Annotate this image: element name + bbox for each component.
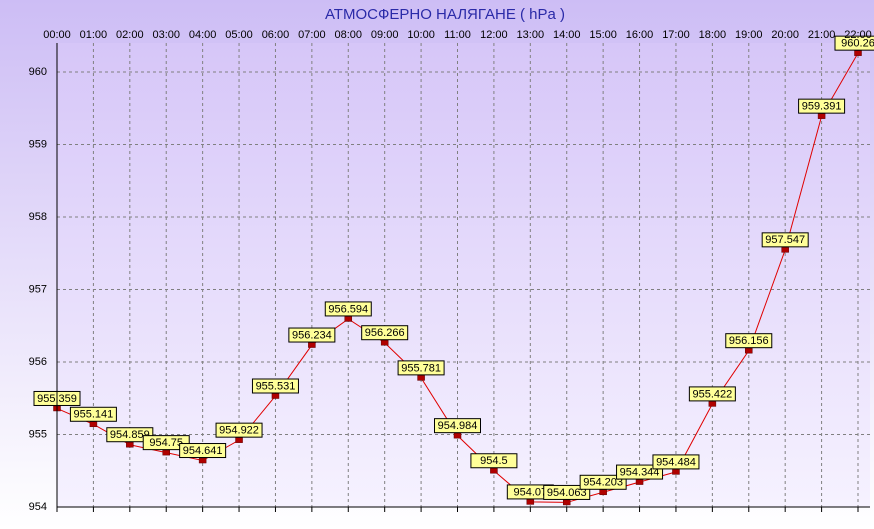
x-tick-label: 02:00 [116, 29, 144, 41]
x-tick-label: 03:00 [152, 29, 180, 41]
x-tick-label: 12:00 [480, 29, 508, 41]
point-marker [562, 499, 571, 506]
x-tick-label: 05:00 [225, 29, 253, 41]
data-label-box [215, 422, 263, 438]
x-tick-label: 01:00 [80, 29, 108, 41]
x-tick-label: 13:00 [517, 29, 545, 41]
y-tick-label: 960 [29, 66, 47, 78]
x-tick-label: 18:00 [699, 29, 727, 41]
data-label-box [288, 327, 336, 343]
y-tick-label: 955 [29, 428, 47, 440]
data-label-box [834, 35, 874, 51]
x-tick-label: 20:00 [771, 29, 799, 41]
data-label: 954.063 [547, 487, 587, 499]
point-marker [490, 468, 498, 474]
data-label-box [579, 474, 627, 490]
data-label: 954.922 [219, 425, 259, 437]
y-tick-label: 956 [29, 356, 47, 368]
data-label: 957.547 [765, 234, 805, 246]
x-tick-label: 21:00 [808, 29, 836, 41]
y-tick-label: 954 [29, 501, 47, 513]
data-label-box [616, 464, 664, 480]
data-label: 955.781 [401, 362, 441, 374]
x-tick-label: 19:00 [735, 29, 763, 41]
chart-title: АТМОСФЕРНО НАЛЯГАНЕ ( hPa ) [325, 6, 565, 23]
data-label: 955.531 [256, 380, 296, 392]
x-tick-label: 16:00 [626, 29, 654, 41]
x-tick-label: 04:00 [189, 29, 217, 41]
y-tick-label: 959 [29, 138, 47, 150]
data-label-box [142, 435, 190, 451]
data-label: 954.75 [149, 437, 183, 449]
data-label-box [434, 418, 481, 434]
point-marker [344, 316, 353, 322]
x-tick-label: 00:00 [43, 29, 71, 41]
point-marker [672, 469, 680, 475]
data-label-box [324, 301, 372, 317]
data-label: 954.344 [620, 466, 660, 478]
x-tick-label: 11:00 [444, 29, 471, 41]
x-tick-label: 15:00 [589, 29, 617, 41]
x-tick-label: 06:00 [262, 29, 290, 41]
data-label: 959.391 [802, 101, 842, 113]
data-label-box [69, 406, 117, 422]
point-marker [198, 457, 207, 464]
x-tick-label: 17:00 [662, 29, 690, 41]
point-marker [89, 421, 98, 428]
data-label-box [543, 484, 591, 500]
data-label-box [725, 333, 773, 349]
point-marker [453, 432, 462, 439]
data-label: 954.984 [438, 420, 478, 432]
data-label: 955.141 [74, 409, 114, 421]
point-marker [126, 441, 134, 448]
data-label-box [361, 325, 409, 341]
point-marker [526, 499, 535, 505]
marks: 955.359955.141954.859954.75954.641954.92… [33, 35, 874, 506]
point-marker [817, 113, 826, 119]
point-marker [235, 437, 243, 443]
x-tick-label: 10:00 [407, 29, 435, 41]
x-tick-label: 07:00 [298, 29, 326, 41]
y-tick-label: 958 [29, 211, 47, 223]
data-label-box [798, 98, 846, 114]
data-label-box [688, 386, 736, 402]
data-label: 954.859 [110, 429, 150, 441]
point-marker [599, 489, 607, 496]
point-marker [417, 375, 425, 381]
grid [57, 43, 870, 508]
data-label: 954.5 [480, 455, 508, 467]
data-label-box [761, 232, 809, 248]
data-label: 954.07 [513, 486, 547, 498]
x-tick-label: 22:00 [844, 29, 872, 41]
point-marker [162, 449, 170, 456]
point-marker [308, 342, 316, 348]
point-marker [708, 401, 717, 407]
data-label: 956.234 [292, 329, 332, 341]
point-marker [635, 479, 644, 485]
x-tick-label: 14:00 [553, 29, 581, 41]
point-marker [745, 347, 753, 354]
x-tick-label: 08:00 [335, 29, 363, 41]
x-tick-label: 09:00 [371, 29, 399, 41]
data-label-box [652, 454, 700, 470]
data-label: 954.203 [583, 477, 623, 489]
data-label: 956.156 [729, 335, 769, 347]
data-label-box [106, 427, 154, 443]
data-label: 955.422 [692, 388, 732, 400]
point-marker [854, 50, 862, 56]
data-label: 956.266 [365, 327, 405, 339]
y-tick-label: 957 [29, 283, 47, 295]
point-marker [271, 393, 280, 399]
data-label: 954.484 [656, 456, 696, 468]
data-label: 960.26 [841, 38, 874, 50]
data-label-box [397, 360, 445, 376]
point-marker [781, 247, 789, 253]
data-label: 954.641 [183, 445, 223, 457]
data-label-box [179, 443, 227, 459]
data-label-box [251, 378, 299, 394]
data-label-box [470, 453, 518, 469]
data-label: 956.594 [328, 303, 368, 315]
point-marker [380, 339, 389, 346]
